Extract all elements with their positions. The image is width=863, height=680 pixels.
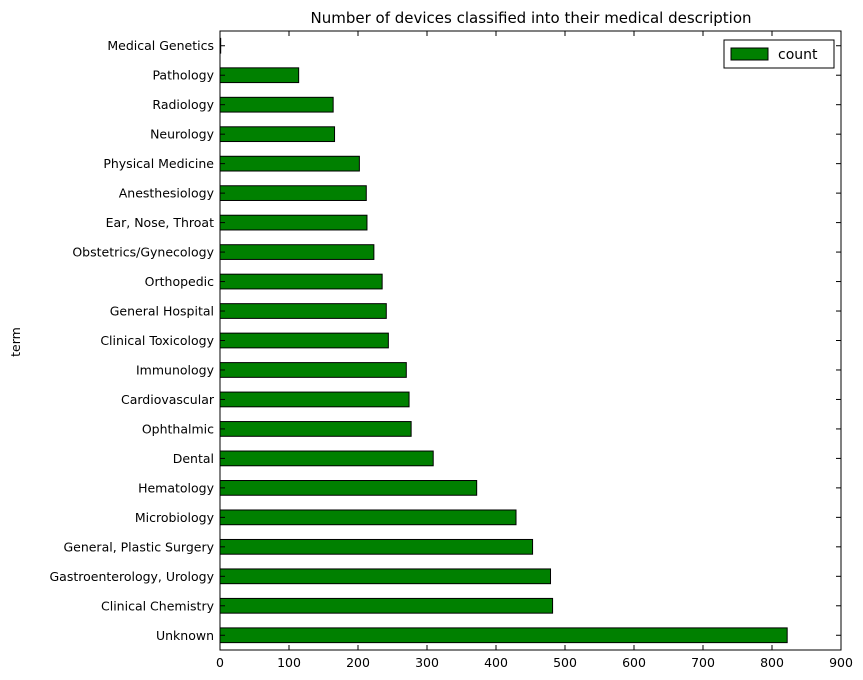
bar-microbiology	[219, 509, 517, 526]
bar-obstetrics-gynecology	[219, 244, 375, 260]
legend-label: count	[778, 47, 818, 63]
y-tick-label: Cardiovascular	[121, 392, 215, 407]
bar-immunology	[219, 362, 407, 378]
x-tick-label: 300	[415, 655, 439, 670]
x-tick-label: 200	[346, 655, 370, 670]
y-tick-label: Gastroenterology, Urology	[49, 569, 214, 584]
x-tick-label: 0	[216, 655, 224, 670]
y-tick-label: Orthopedic	[145, 274, 214, 289]
bar-ear-nose-throat	[219, 214, 368, 231]
bar-neurology	[219, 126, 336, 143]
bar-radiology	[219, 96, 334, 113]
legend: count	[723, 39, 835, 69]
y-tick-label: Medical Genetics	[107, 38, 214, 53]
y-tick-label: Clinical Chemistry	[101, 598, 215, 613]
y-tick-label: Microbiology	[135, 510, 215, 525]
y-tick-label: Obstetrics/Gynecology	[72, 245, 214, 260]
legend-swatch	[730, 47, 769, 61]
y-tick-label: Neurology	[150, 127, 215, 142]
y-tick-label: Ear, Nose, Throat	[106, 215, 215, 230]
bar-pathology	[219, 67, 300, 84]
bar-anesthesiology	[219, 185, 367, 201]
y-tick-label: Dental	[173, 451, 214, 466]
bar-hematology	[219, 480, 478, 496]
chart-title: Number of devices classified into their …	[311, 9, 752, 27]
y-tick-label: General, Plastic Surgery	[63, 539, 214, 554]
y-tick-label: General Hospital	[110, 304, 214, 319]
bar-general-plastic-surgery	[219, 538, 534, 555]
bar-orthopedic	[219, 273, 383, 290]
bars-group	[219, 37, 788, 644]
y-tick-label: Immunology	[136, 362, 215, 377]
bar-general-hospital	[219, 303, 387, 319]
bar-gastroenterology-urology	[219, 568, 552, 585]
x-tick-label: 600	[622, 655, 646, 670]
x-tick-label: 700	[691, 655, 715, 670]
x-tick-label: 100	[277, 655, 301, 670]
y-tick-label: Unknown	[156, 628, 214, 643]
bar-dental	[219, 450, 434, 467]
ticks-group: Unknown Clinical Chemistry Gastroenterolog…	[49, 31, 853, 670]
x-tick-label: 400	[484, 655, 508, 670]
y-tick-label: Clinical Toxicology	[100, 333, 214, 348]
x-tick-label: 500	[553, 655, 577, 670]
plot-frame	[219, 30, 842, 651]
y-tick-label: Pathology	[152, 68, 214, 83]
bar-cardiovascular	[219, 391, 410, 408]
bar-ophthalmic	[219, 421, 412, 437]
bar-clinical-toxicology	[219, 332, 389, 349]
y-tick-label: Hematology	[138, 480, 215, 495]
y-tick-label: Anesthesiology	[119, 186, 215, 201]
y-tick-label: Ophthalmic	[142, 421, 214, 436]
y-tick-label: Radiology	[152, 97, 214, 112]
x-tick-label: 800	[760, 655, 784, 670]
bar-clinical-chemistry	[219, 597, 554, 614]
y-axis-label: term	[8, 327, 23, 357]
bar-unknown	[219, 627, 788, 644]
y-tick-label: Physical Medicine	[103, 156, 214, 171]
x-tick-label: 900	[829, 655, 853, 670]
bar-physical-medicine	[219, 155, 360, 172]
